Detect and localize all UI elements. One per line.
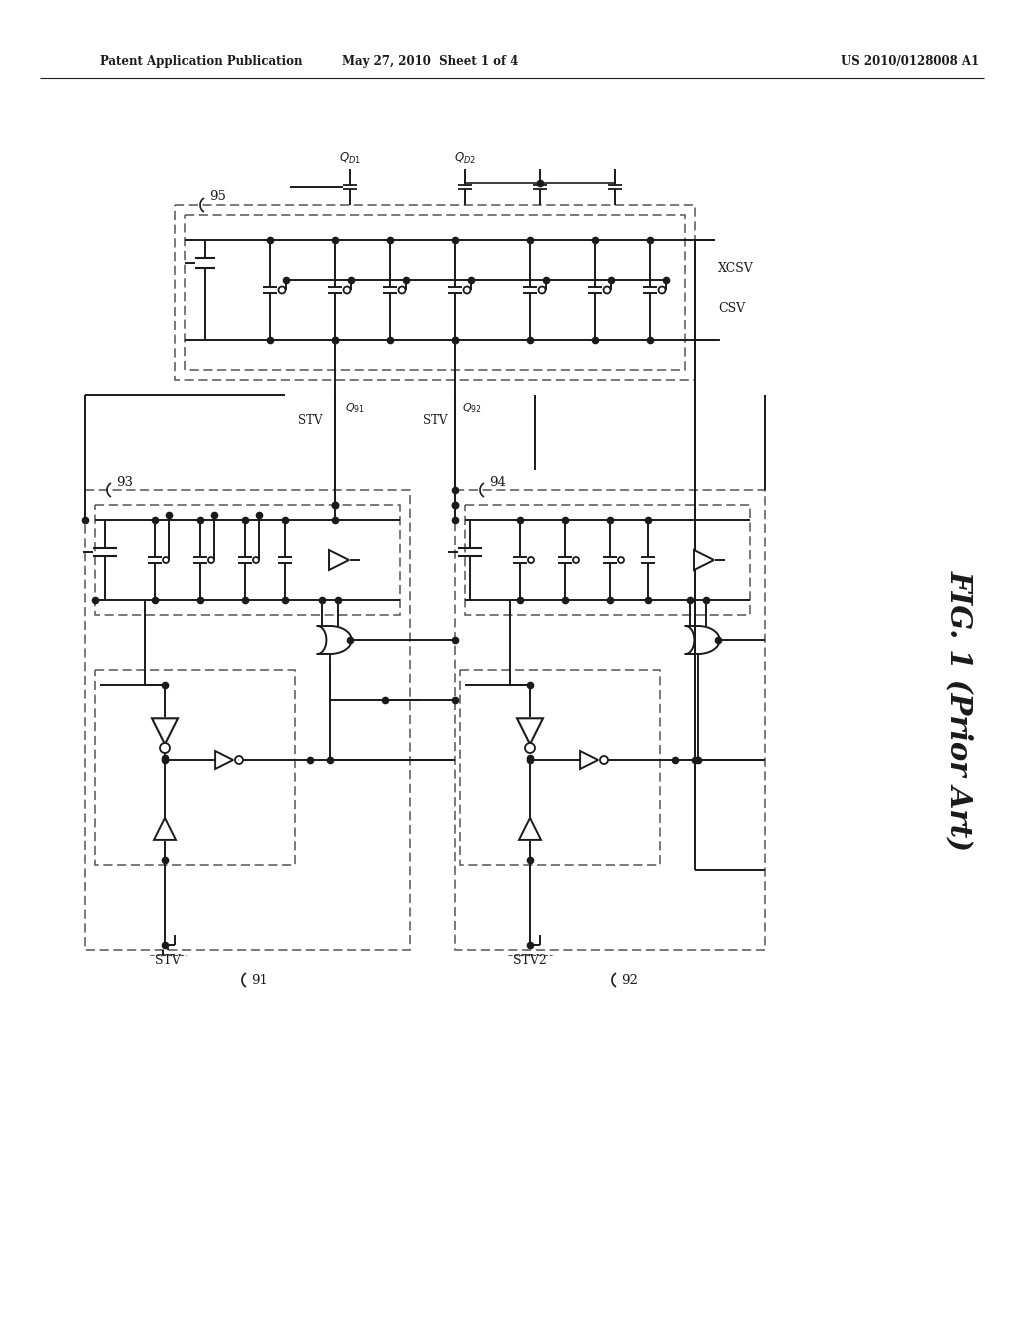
- Text: $Q_{D2}$: $Q_{D2}$: [454, 150, 476, 165]
- Circle shape: [398, 286, 406, 293]
- Circle shape: [234, 756, 243, 764]
- Polygon shape: [152, 718, 178, 744]
- Bar: [455, 490, 765, 950]
- Circle shape: [539, 286, 546, 293]
- Circle shape: [160, 743, 170, 752]
- Polygon shape: [329, 550, 349, 570]
- Text: XCSV: XCSV: [718, 261, 754, 275]
- Bar: [175, 205, 695, 380]
- Polygon shape: [694, 550, 714, 570]
- Text: 93: 93: [117, 475, 133, 488]
- Bar: [95, 506, 400, 615]
- Circle shape: [279, 286, 286, 293]
- Circle shape: [208, 557, 214, 564]
- Bar: [85, 490, 410, 950]
- Circle shape: [525, 743, 535, 752]
- Bar: [460, 671, 660, 865]
- Text: STV: STV: [423, 413, 447, 426]
- Text: STV2: STV2: [513, 953, 547, 966]
- Text: STV: STV: [155, 953, 181, 966]
- Circle shape: [603, 286, 610, 293]
- Text: 95: 95: [210, 190, 226, 203]
- Circle shape: [343, 286, 350, 293]
- Circle shape: [464, 286, 470, 293]
- Text: May 27, 2010  Sheet 1 of 4: May 27, 2010 Sheet 1 of 4: [342, 55, 518, 69]
- Text: Patent Application Publication: Patent Application Publication: [100, 55, 302, 69]
- Circle shape: [618, 557, 624, 564]
- Bar: [185, 215, 685, 370]
- Text: CSV: CSV: [718, 301, 745, 314]
- Text: $Q_{92}$: $Q_{92}$: [462, 401, 482, 414]
- Text: $Q_{91}$: $Q_{91}$: [345, 401, 365, 414]
- Text: $Q_{D1}$: $Q_{D1}$: [339, 150, 361, 165]
- Text: 92: 92: [622, 974, 638, 986]
- Text: US 2010/0128008 A1: US 2010/0128008 A1: [841, 55, 979, 69]
- Circle shape: [528, 557, 534, 564]
- Circle shape: [163, 557, 169, 564]
- Polygon shape: [581, 751, 598, 770]
- Circle shape: [253, 557, 259, 564]
- Circle shape: [600, 756, 608, 764]
- Polygon shape: [215, 751, 233, 770]
- Polygon shape: [517, 718, 543, 744]
- Text: 94: 94: [489, 475, 507, 488]
- Circle shape: [658, 286, 666, 293]
- Polygon shape: [154, 818, 176, 840]
- Bar: [465, 506, 750, 615]
- Polygon shape: [519, 818, 541, 840]
- Circle shape: [573, 557, 579, 564]
- Text: 91: 91: [252, 974, 268, 986]
- Bar: [95, 671, 295, 865]
- Text: STV: STV: [298, 413, 323, 426]
- Text: FIG. 1 (Prior Art): FIG. 1 (Prior Art): [945, 569, 975, 850]
